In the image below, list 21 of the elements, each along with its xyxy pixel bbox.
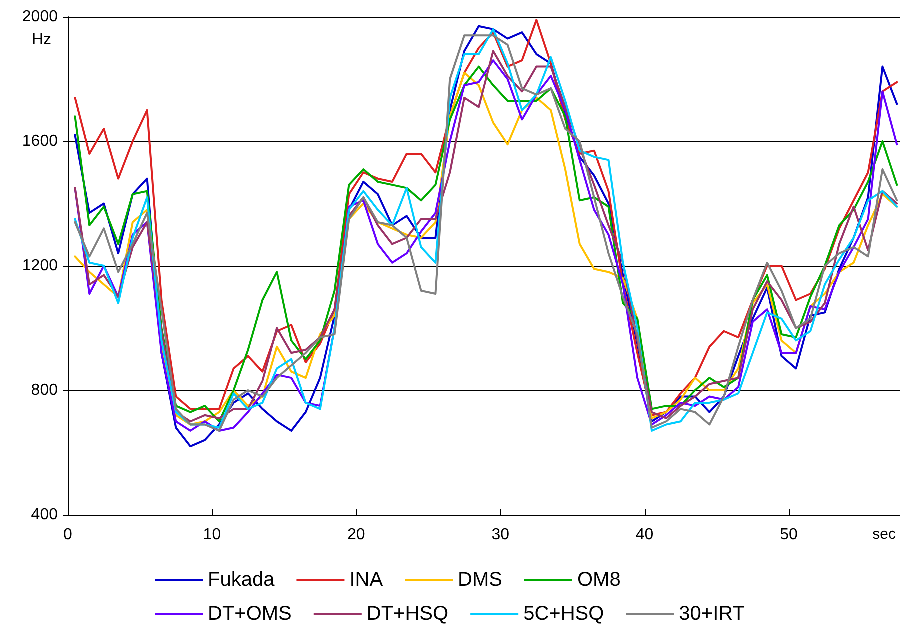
legend-label: DT+OMS [208,603,292,625]
y-tick-label: 1600 [22,133,58,150]
x-axis-title: sec [872,526,896,543]
legend-label: 5C+HSQ [524,603,604,625]
x-tick-label: 40 [636,526,654,544]
x-tick-label: 0 [64,526,73,544]
y-tick-label: 800 [31,382,58,399]
legend-label: Fukada [208,569,276,591]
legend-label: INA [350,569,384,591]
legend-label: 30+IRT [679,603,745,625]
legend-label: DMS [458,569,502,591]
y-tick-label: 400 [31,506,58,524]
y-axis-title: Hz [32,32,52,48]
x-tick-label: 30 [492,526,510,544]
x-tick-label: 10 [203,526,222,544]
legend-label: DT+HSQ [366,603,449,625]
legend-label: OM8 [577,569,621,591]
x-tick-label: 50 [780,526,798,544]
y-tick-label: 2000 [22,8,58,26]
y-tick-label: 1200 [22,258,58,274]
x-tick-label: 20 [347,526,366,544]
